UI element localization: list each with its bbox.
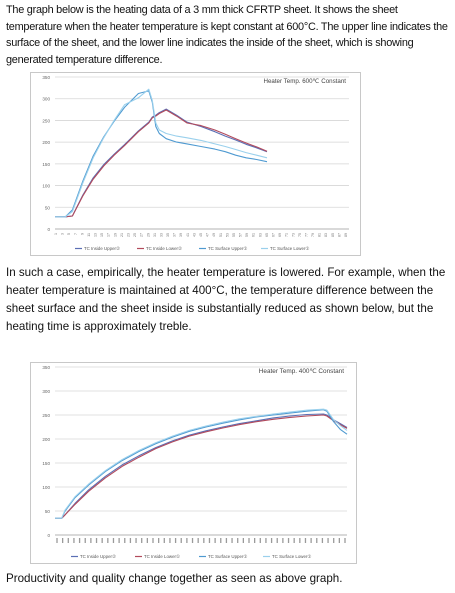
x-tick-label: 29 xyxy=(146,233,150,237)
x-tick-label: 3 xyxy=(61,233,65,235)
x-tick-label: 31 xyxy=(153,233,157,237)
x-tick-label: 21 xyxy=(120,233,124,237)
x-tick-label: 81 xyxy=(318,233,322,237)
paragraph-intro: The graph below is the heating data of a… xyxy=(6,4,448,66)
x-tick-label: 75 xyxy=(298,233,302,237)
legend-label: TC Surface Lower① xyxy=(270,246,309,251)
y-tick-label: 300 xyxy=(42,97,50,102)
y-tick-label: 150 xyxy=(42,461,50,466)
y-tick-label: 250 xyxy=(42,118,50,123)
legend-label: TC Inside Upper② xyxy=(80,554,116,559)
x-tick-label: 47 xyxy=(206,233,210,237)
y-tick-label: 150 xyxy=(42,162,50,167)
chart-600c: 0 50 100 150 200 250 300 350 1 3 5 7 9 11 13 15 17 19 21 23… xyxy=(30,72,361,256)
x-tick-label: 19 xyxy=(113,233,117,237)
x-tick-label: 41 xyxy=(186,233,190,237)
series-line-2 xyxy=(55,414,348,519)
x-tick-label: 79 xyxy=(311,233,315,237)
x-tick-label: 53 xyxy=(225,233,229,237)
x-tick-label: 51 xyxy=(219,233,223,237)
y-tick-label: 350 xyxy=(42,75,50,80)
x-tick-label: 59 xyxy=(245,233,249,237)
chart-title: Heater Temp. 600℃ Constant xyxy=(263,78,346,85)
series-line-3 xyxy=(55,90,268,218)
x-tick-label: 25 xyxy=(133,233,137,237)
paragraph-conclusion: Productivity and quality change together… xyxy=(6,572,343,585)
x-tick-label: 57 xyxy=(239,233,243,237)
legend-label: TC Surface Upper① xyxy=(208,554,247,559)
series-line-3 xyxy=(55,409,348,519)
x-tick-label: 35 xyxy=(166,233,170,237)
y-tick-label: 300 xyxy=(42,389,50,394)
paragraph-lowered-heater: In such a case, empirically, the heater … xyxy=(6,266,446,333)
series-line-1 xyxy=(55,413,348,519)
x-tick-label: 73 xyxy=(291,233,295,237)
y-tick-label: 250 xyxy=(42,413,50,418)
series-line-4 xyxy=(55,408,348,519)
y-tick-label: 100 xyxy=(42,485,50,490)
y-tick-label: 100 xyxy=(42,184,50,189)
legend-label: TC Inside Upper② xyxy=(84,246,120,251)
y-tick-label: 50 xyxy=(45,205,51,210)
x-tick-label: 65 xyxy=(265,233,269,237)
legend-label: TC Inside Lower② xyxy=(146,246,182,251)
y-tick-label: 350 xyxy=(42,365,50,370)
x-tick-label: 71 xyxy=(285,233,289,237)
x-tick-label: 87 xyxy=(337,233,341,237)
x-tick-label: 9 xyxy=(80,233,84,235)
y-tick-label: 50 xyxy=(45,509,51,514)
x-tick-label: 49 xyxy=(212,233,216,237)
y-tick-label: 0 xyxy=(47,227,50,232)
x-tick-label: 23 xyxy=(127,233,131,237)
x-tick-label: 85 xyxy=(331,233,335,237)
x-tick-label: 67 xyxy=(272,233,276,237)
y-tick-label: 0 xyxy=(47,533,50,538)
x-tick-label: 7 xyxy=(74,233,78,235)
chart-400c-svg: 0 50 100 150 200 250 300 350 Heater Temp. 400℃ C… xyxy=(42,365,348,559)
x-tick-label: 37 xyxy=(173,233,177,237)
legend-label: TC Surface Upper① xyxy=(208,246,247,251)
x-tick-label: 13 xyxy=(94,233,98,237)
y-tick-label: 200 xyxy=(42,140,50,145)
x-tick-label: 11 xyxy=(87,233,91,237)
y-tick-label: 200 xyxy=(42,437,50,442)
x-tick-label: 45 xyxy=(199,233,203,237)
x-tick-label: 17 xyxy=(107,233,111,237)
x-tick-label: 83 xyxy=(324,233,328,237)
x-tick-label: 69 xyxy=(278,233,282,237)
x-tick-label: 39 xyxy=(179,233,183,237)
x-tick-label: 89 xyxy=(344,233,348,237)
chart-title: Heater Temp. 400℃ Constant xyxy=(259,368,344,375)
x-tick-label: 27 xyxy=(140,233,144,237)
x-tick-label: 77 xyxy=(304,233,308,237)
x-tick-label: 1 xyxy=(54,233,58,235)
series-line-1 xyxy=(55,108,268,218)
x-tick-label: 55 xyxy=(232,233,236,237)
chart-400c: 0 50 100 150 200 250 300 350 Heater Temp. 400℃ C… xyxy=(30,362,357,564)
legend-label: TC Surface Lower① xyxy=(272,554,311,559)
legend-label: TC Inside Lower① xyxy=(144,554,180,559)
x-tick-label: 63 xyxy=(258,233,262,237)
x-tick-label: 43 xyxy=(192,233,196,237)
x-tick-label: 15 xyxy=(100,233,104,237)
x-tick-label: 33 xyxy=(159,233,163,237)
x-tick-label: 5 xyxy=(67,233,71,235)
series-line-4 xyxy=(55,88,268,218)
x-tick-label: 61 xyxy=(252,233,256,237)
series-line-2 xyxy=(55,109,268,218)
